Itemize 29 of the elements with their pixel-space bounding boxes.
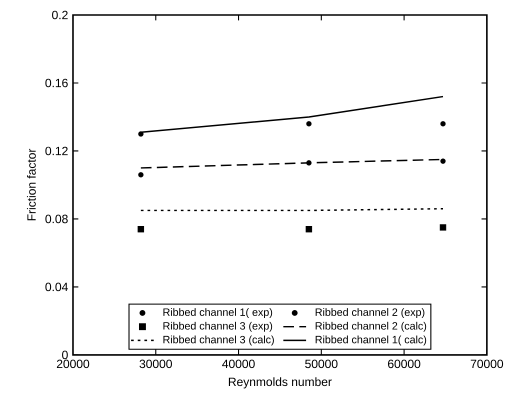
point bbox=[306, 121, 312, 126]
x-tick-label: 50000 bbox=[305, 360, 338, 368]
x-tick-label: 30000 bbox=[140, 360, 172, 368]
legend-label: Ribbed channel 2 (exp) bbox=[316, 308, 424, 318]
y-tick-label: 0.12 bbox=[45, 146, 68, 156]
x-tick-label: 20000 bbox=[56, 360, 90, 368]
x-tick-label: 70000 bbox=[470, 360, 504, 368]
y-tick-label: 0.08 bbox=[45, 214, 68, 224]
point bbox=[138, 226, 144, 232]
legend-label: Ribbed channel 3 (exp) bbox=[163, 322, 272, 332]
legend-label: Ribbed channel 2 (calc) bbox=[316, 322, 426, 332]
point bbox=[138, 172, 144, 178]
y-tick-label: 0 bbox=[62, 350, 68, 360]
point bbox=[440, 224, 446, 231]
legend-label: Ribbed channel 3 (calc) bbox=[163, 336, 274, 346]
legend-label: Ribbed channel 1( calc) bbox=[316, 336, 426, 346]
x-tick-label: 40000 bbox=[222, 360, 255, 368]
y-tick-label: 0.2 bbox=[52, 10, 68, 20]
point bbox=[306, 160, 312, 166]
y-tick-label: 0.16 bbox=[45, 78, 68, 88]
legend-label: Ribbed channel 1( exp) bbox=[163, 308, 272, 318]
x-axis-title: Reynmolds number bbox=[228, 377, 332, 388]
y-tick-label: 0.04 bbox=[45, 282, 68, 292]
y-axis-title: Friction factor bbox=[26, 148, 36, 220]
point bbox=[138, 131, 144, 137]
point bbox=[440, 121, 446, 126]
point bbox=[306, 226, 312, 232]
point bbox=[440, 158, 446, 164]
x-tick-label: 60000 bbox=[388, 360, 420, 368]
